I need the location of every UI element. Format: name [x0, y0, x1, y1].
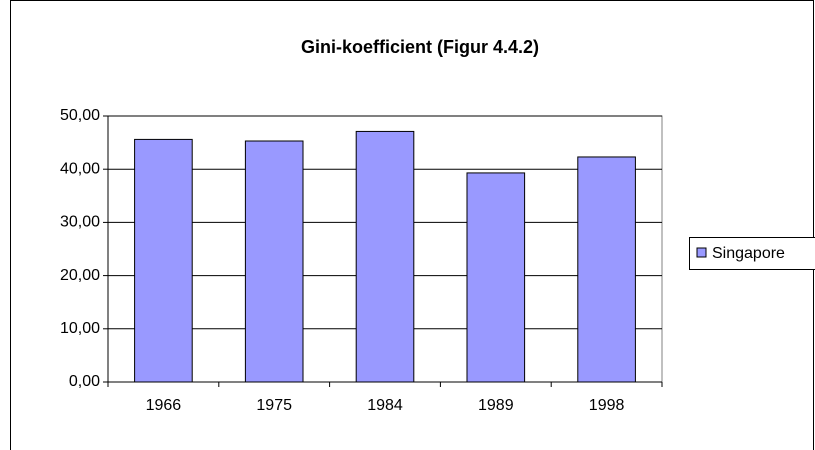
x-tick-label: 1989	[478, 397, 514, 414]
y-tick-label: 0,00	[69, 373, 100, 390]
bar	[134, 138, 193, 383]
legend-box	[689, 237, 815, 270]
legend-label: Singapore	[712, 245, 785, 262]
bar	[355, 130, 415, 383]
legend-swatch	[696, 247, 707, 258]
x-tick-label: 1998	[589, 397, 625, 414]
y-tick-label: 40,00	[60, 160, 100, 177]
x-tick-label: 1975	[256, 397, 292, 414]
chart-title: Gini-koefficient (Figur 4.4.2)	[301, 37, 539, 57]
bar	[577, 156, 636, 383]
y-tick-label: 10,00	[60, 320, 100, 337]
y-tick-label: 30,00	[60, 214, 100, 231]
bar	[244, 140, 304, 383]
y-tick-label: 50,00	[60, 107, 100, 124]
x-tick-label: 1984	[367, 397, 403, 414]
bar	[466, 172, 526, 383]
x-tick-label: 1966	[146, 397, 182, 414]
y-tick-label: 20,00	[60, 267, 100, 284]
